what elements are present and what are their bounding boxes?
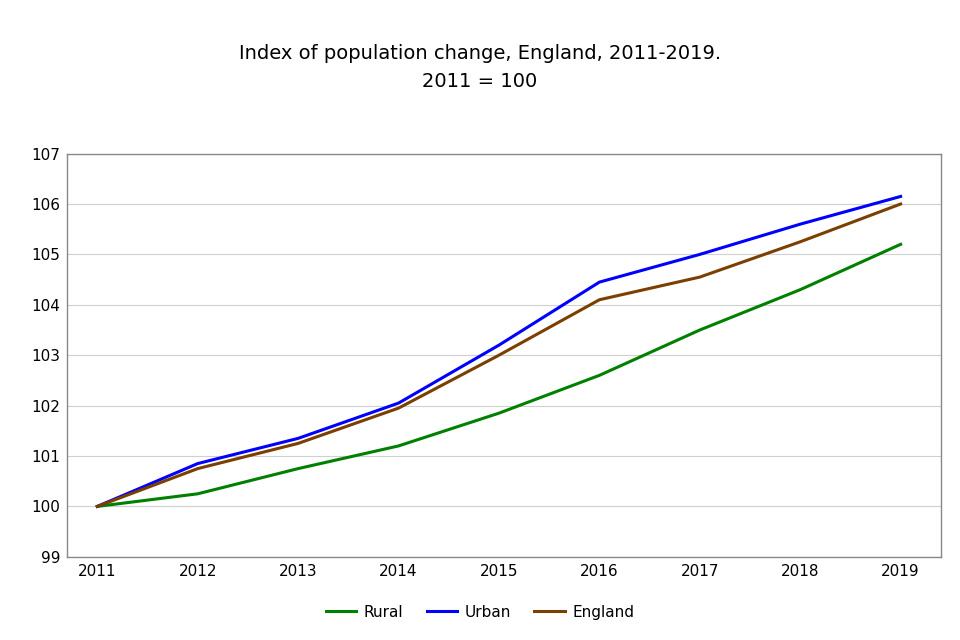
England — [895, 200, 906, 208]
Line: Rural: Rural — [97, 244, 900, 506]
Rural — [795, 286, 806, 294]
Rural — [393, 442, 404, 450]
England — [293, 440, 304, 447]
Rural — [91, 502, 103, 510]
England — [393, 404, 404, 412]
England — [493, 351, 505, 359]
Rural — [895, 241, 906, 248]
England — [795, 238, 806, 246]
Urban — [393, 399, 404, 407]
England — [694, 273, 706, 281]
Line: England: England — [97, 204, 900, 506]
Urban — [493, 341, 505, 349]
Rural — [493, 410, 505, 417]
Urban — [593, 278, 605, 286]
Rural — [694, 326, 706, 334]
England — [593, 296, 605, 303]
Urban — [91, 502, 103, 510]
England — [192, 465, 204, 472]
Line: Urban: Urban — [97, 196, 900, 506]
Urban — [192, 460, 204, 467]
Legend: Rural, Urban, England: Rural, Urban, England — [320, 599, 640, 626]
Rural — [593, 371, 605, 379]
Text: Index of population change, England, 2011-2019.
2011 = 100: Index of population change, England, 201… — [239, 44, 721, 91]
Urban — [293, 435, 304, 442]
Urban — [795, 220, 806, 228]
Rural — [192, 490, 204, 498]
Urban — [895, 193, 906, 200]
England — [91, 502, 103, 510]
Urban — [694, 250, 706, 258]
Rural — [293, 465, 304, 472]
